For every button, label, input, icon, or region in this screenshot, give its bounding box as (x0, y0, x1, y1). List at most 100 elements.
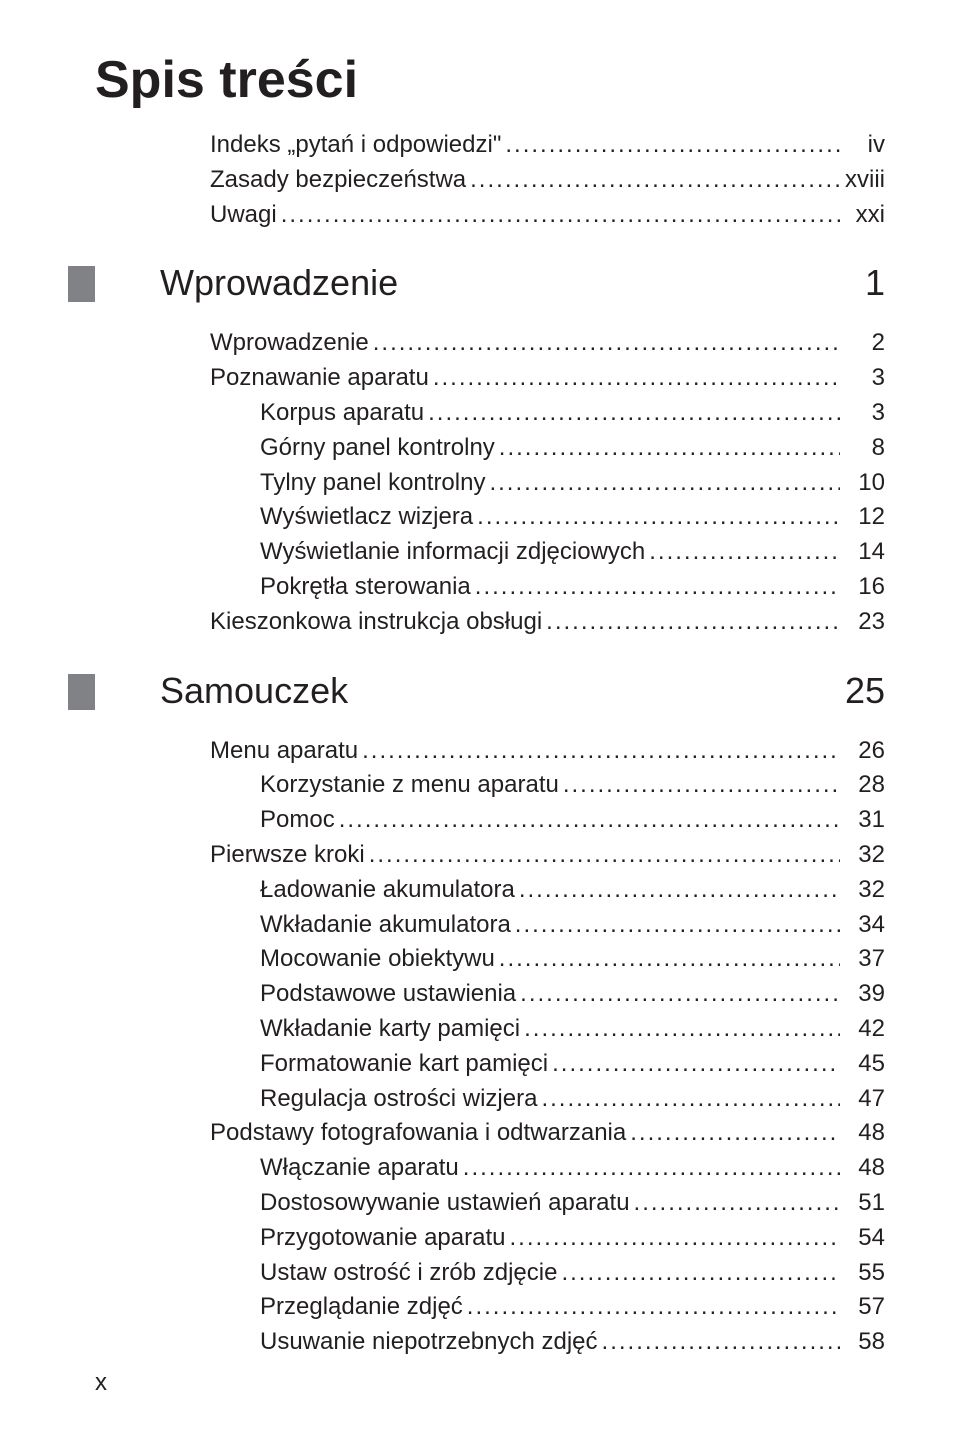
toc-dots: ........................................… (424, 396, 840, 431)
toc-dots: ........................................… (515, 873, 840, 908)
toc-entry-text: Przygotowanie aparatu (260, 1221, 505, 1256)
toc-entry: Wkładanie akumulatora...................… (95, 908, 885, 943)
toc-dots: ........................................… (537, 1082, 840, 1117)
section-bar (68, 266, 95, 302)
toc-dots: ........................................… (495, 942, 840, 977)
toc-entry: Dostosowywanie ustawień aparatu.........… (95, 1186, 885, 1221)
toc-entry-text: Górny panel kontrolny (260, 431, 495, 466)
toc-entry: Przygotowanie aparatu...................… (95, 1221, 885, 1256)
toc-entry-page: 3 (840, 361, 885, 396)
toc-entry-text: Mocowanie obiektywu (260, 942, 495, 977)
sections-block: Wprowadzenie 1 Wprowadzenie...............… (95, 262, 885, 1360)
toc-dots: ........................................… (429, 361, 840, 396)
toc-entry-text: Wyświetlacz wizjera (260, 500, 473, 535)
toc-entry-text: Włączanie aparatu (260, 1151, 459, 1186)
toc-entry: Poznawanie aparatu......................… (95, 361, 885, 396)
section-header: Wprowadzenie 1 (95, 262, 885, 304)
toc-entry-page: xxi (840, 198, 885, 233)
section-header: Samouczek 25 (95, 670, 885, 712)
toc-dots: ........................................… (473, 500, 840, 535)
toc-entry-text: Wprowadzenie (210, 326, 369, 361)
toc-dots: ........................................… (505, 1221, 840, 1256)
toc-entry-page: 42 (840, 1012, 885, 1047)
toc-entry-page: 8 (840, 431, 885, 466)
toc-entry-page: 26 (840, 734, 885, 769)
toc-entry: Podstawowe ustawienia...................… (95, 977, 885, 1012)
top-entries-block: Indeks „pytań i odpowiedzi".............… (95, 128, 885, 232)
section-block: Wprowadzenie 1 Wprowadzenie...............… (95, 262, 885, 639)
toc-entry-page: xviii (840, 163, 885, 198)
toc-entry-page: 39 (840, 977, 885, 1012)
toc-entry-text: Regulacja ostrości wizjera (260, 1082, 537, 1117)
toc-entry: Formatowanie kart pamięci...............… (95, 1047, 885, 1082)
toc-entry: Wkładanie karty pamięci.................… (95, 1012, 885, 1047)
page-number-footer: x (95, 1369, 107, 1397)
section-title: Wprowadzenie (160, 262, 398, 304)
toc-entry-text: Przeglądanie zdjęć (260, 1290, 463, 1325)
toc-dots: ........................................… (501, 128, 840, 163)
toc-entry-page: 51 (840, 1186, 885, 1221)
toc-dots: ........................................… (335, 803, 840, 838)
toc-dots: ........................................… (277, 198, 840, 233)
toc-dots: ........................................… (369, 326, 840, 361)
toc-entry: Tylny panel kontrolny...................… (95, 466, 885, 501)
toc-entry-page: 14 (840, 535, 885, 570)
toc-entry-page: 3 (840, 396, 885, 431)
toc-dots: ........................................… (485, 466, 840, 501)
toc-entry: Pomoc...................................… (95, 803, 885, 838)
toc-dots: ........................................… (557, 1256, 840, 1291)
main-title: Spis treści (95, 50, 885, 110)
toc-dots: ........................................… (466, 163, 840, 198)
toc-dots: ........................................… (548, 1047, 840, 1082)
toc-entry-text: Kieszonkowa instrukcja obsługi (210, 605, 542, 640)
toc-entry-text: Usuwanie niepotrzebnych zdjęć (260, 1325, 598, 1360)
toc-entry: Podstawy fotografowania i odtwarzania...… (95, 1116, 885, 1151)
toc-dots: ........................................… (495, 431, 840, 466)
toc-entry: Wprowadzenie............................… (95, 326, 885, 361)
section-page-number: 25 (845, 670, 885, 712)
toc-entry: Ładowanie akumulatora...................… (95, 873, 885, 908)
toc-dots: ........................................… (511, 908, 840, 943)
toc-entry: Mocowanie obiektywu.....................… (95, 942, 885, 977)
toc-entry-text: Zasady bezpieczeństwa (210, 163, 466, 198)
toc-entry-page: 31 (840, 803, 885, 838)
toc-entry-text: Uwagi (210, 198, 277, 233)
toc-entry-text: Pokrętła sterowania (260, 570, 471, 605)
toc-entry-text: Korzystanie z menu aparatu (260, 768, 559, 803)
toc-entry: Ustaw ostrość i zrób zdjęcie............… (95, 1256, 885, 1291)
toc-entry: Pierwsze kroki..........................… (95, 838, 885, 873)
toc-entry-text: Indeks „pytań i odpowiedzi" (210, 128, 501, 163)
toc-entry-page: 45 (840, 1047, 885, 1082)
section-title: Samouczek (160, 670, 348, 712)
toc-entry-page: 48 (840, 1116, 885, 1151)
toc-entry-page: iv (840, 128, 885, 163)
toc-entry-text: Wkładanie karty pamięci (260, 1012, 520, 1047)
toc-entry-page: 23 (840, 605, 885, 640)
toc-entry-text: Wkładanie akumulatora (260, 908, 511, 943)
toc-entry: Uwagi...................................… (95, 198, 885, 233)
toc-entry-page: 2 (840, 326, 885, 361)
toc-entry-text: Dostosowywanie ustawień aparatu (260, 1186, 630, 1221)
toc-dots: ........................................… (598, 1325, 840, 1360)
toc-dots: ........................................… (365, 838, 840, 873)
toc-entry-page: 34 (840, 908, 885, 943)
toc-entry-page: 47 (840, 1082, 885, 1117)
toc-entry-text: Pierwsze kroki (210, 838, 365, 873)
toc-entry-page: 58 (840, 1325, 885, 1360)
toc-entry-page: 57 (840, 1290, 885, 1325)
toc-dots: ........................................… (542, 605, 840, 640)
toc-entry-text: Ustaw ostrość i zrób zdjęcie (260, 1256, 557, 1291)
toc-entry-page: 32 (840, 873, 885, 908)
toc-entry-text: Pomoc (260, 803, 335, 838)
toc-entry-page: 12 (840, 500, 885, 535)
toc-entry: Włączanie aparatu.......................… (95, 1151, 885, 1186)
toc-entry-text: Menu aparatu (210, 734, 358, 769)
toc-dots: ........................................… (463, 1290, 840, 1325)
section-page-number: 1 (865, 262, 885, 304)
toc-dots: ........................................… (520, 1012, 840, 1047)
toc-entry-text: Podstawy fotografowania i odtwarzania (210, 1116, 626, 1151)
toc-entry: Wyświetlanie informacji zdjęciowych.....… (95, 535, 885, 570)
toc-entry-text: Wyświetlanie informacji zdjęciowych (260, 535, 645, 570)
toc-entry: Zasady bezpieczeństwa...................… (95, 163, 885, 198)
toc-entry-text: Korpus aparatu (260, 396, 424, 431)
